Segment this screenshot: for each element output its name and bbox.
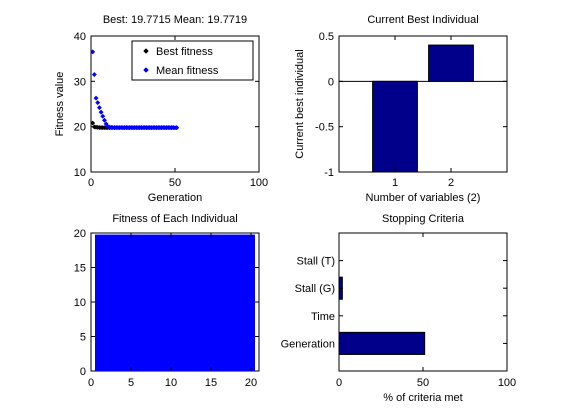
- plot1-ytick-label: 40: [74, 31, 86, 43]
- plot3-bar: [111, 234, 119, 371]
- plot2-axes: [338, 35, 508, 173]
- plot3-bar: [159, 234, 167, 371]
- plot1-ytick-label: 30: [74, 76, 86, 88]
- plot1-point-mean: [98, 109, 104, 115]
- plot3-bar: [215, 234, 223, 371]
- plot4-ytick-label: Generation: [281, 338, 335, 350]
- plot1-xtick-label: 0: [88, 177, 94, 189]
- plot1-point-mean: [90, 49, 96, 55]
- plot4-ytick-label: Stall (G): [295, 283, 335, 295]
- plot4-bar-generation: [338, 331, 426, 355]
- plot4-ytick-label: Time: [311, 311, 335, 323]
- plot1-point-mean: [100, 113, 106, 119]
- plot3-xtick-label: 20: [245, 377, 257, 389]
- plot3-bar: [103, 234, 111, 371]
- plot3-ytick-label: 20: [74, 228, 86, 240]
- plot1-point-best: [90, 120, 96, 126]
- plot3-bar: [119, 234, 127, 371]
- plot4-ytick-label: Stall (T): [297, 256, 336, 268]
- plot3-xtick-label: 5: [128, 377, 134, 389]
- plot2-title: Current Best Individual: [367, 14, 478, 26]
- plot1-point-mean: [95, 100, 101, 106]
- plot1-legend-label: Best fitness: [156, 46, 213, 58]
- plot2-ylabel: Current best individual: [294, 49, 306, 158]
- plot2-xlabel: Number of variables (2): [366, 192, 481, 204]
- plot2-ytick-label: 0.5: [319, 31, 334, 43]
- plot3-ytick-label: 0: [80, 366, 86, 378]
- plot3-bar: [175, 234, 183, 371]
- plot4-xtick-label: 0: [336, 377, 342, 389]
- plot4-title: Stopping Criteria: [382, 213, 465, 225]
- plot3-ytick-label: 10: [74, 297, 86, 309]
- plot3-bar: [239, 234, 247, 371]
- plot1-point-mean: [91, 71, 97, 78]
- plot3-xtick-label: 0: [88, 377, 94, 389]
- plot2-ytick-label: -1: [324, 167, 334, 179]
- plot3-bar: [143, 234, 151, 371]
- plot3-bar: [223, 234, 231, 371]
- plot3-bar: [95, 234, 103, 371]
- plot3-bar: [167, 234, 175, 371]
- plot1-ytick-label: 20: [74, 122, 86, 134]
- plot1-ylabel: Fitness value: [54, 72, 66, 137]
- plot4-xlabel: % of criteria met: [383, 392, 462, 404]
- plot1-legend-box: [131, 40, 254, 81]
- plot4-xtick-label: 50: [417, 377, 429, 389]
- plot1-point-mean: [96, 105, 102, 111]
- plot3-bar: [231, 234, 239, 371]
- plot3-ytick-label: 15: [74, 263, 86, 275]
- plot3-bar: [135, 234, 143, 371]
- plot4-xtick-label: 100: [498, 377, 516, 389]
- plot3-title: Fitness of Each Individual: [112, 213, 237, 225]
- plot1-xtick-label: 100: [250, 177, 268, 189]
- plot3-bar: [151, 234, 159, 371]
- plot3-ytick-label: 5: [80, 332, 86, 344]
- plot1-point-mean: [93, 95, 99, 101]
- plot1-xlabel: Generation: [148, 192, 202, 204]
- plot2-bar-2: [428, 44, 474, 82]
- plot1-ytick-label: 10: [74, 167, 86, 179]
- plot2-xtick-label: 2: [448, 177, 454, 189]
- plot3-bar: [207, 234, 215, 371]
- plot1-point-mean: [101, 117, 107, 123]
- plot3-xtick-label: 10: [165, 377, 177, 389]
- plot1-legend-marker: [143, 67, 149, 73]
- plot3-bar: [191, 234, 199, 371]
- plot2-xtick-label: 1: [392, 177, 398, 189]
- plot3-bar: [247, 234, 255, 371]
- plot3-bar: [127, 234, 135, 371]
- plot3-xtick-label: 15: [205, 377, 217, 389]
- plot1-title: Best: 19.7715 Mean: 19.7719: [103, 14, 247, 26]
- plot2-bar-1: [372, 80, 418, 173]
- plot1-xtick-label: 50: [169, 177, 181, 189]
- plot3-bar: [183, 234, 191, 371]
- plot1-legend-marker: [143, 48, 149, 54]
- plot2-ytick-label: -0.5: [315, 122, 334, 134]
- plot2-ytick-label: 0: [328, 76, 334, 88]
- plot1-point-mean: [174, 125, 180, 131]
- plot3-bar: [199, 234, 207, 371]
- plot1-legend-label: Mean fitness: [156, 65, 219, 77]
